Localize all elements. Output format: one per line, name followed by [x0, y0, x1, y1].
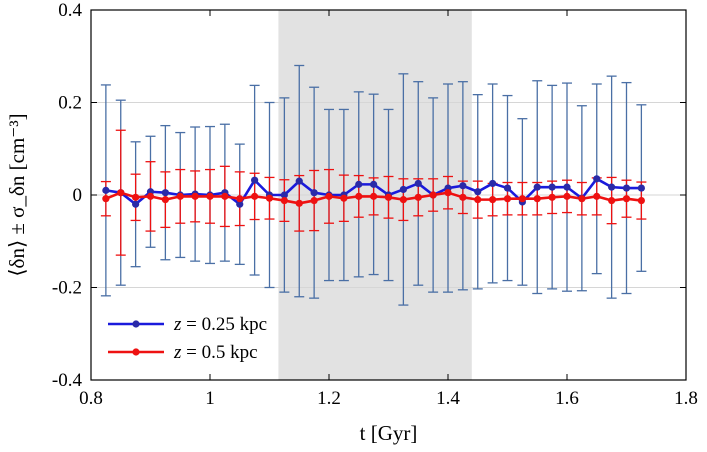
- y-tick-label: 0.4: [58, 0, 82, 21]
- data-point: [206, 192, 214, 200]
- data-point: [251, 192, 259, 200]
- data-point: [370, 192, 378, 200]
- data-point: [533, 195, 541, 203]
- legend-marker: [132, 348, 140, 356]
- data-point: [384, 193, 393, 201]
- data-point: [608, 183, 616, 191]
- data-point: [548, 193, 556, 201]
- data-point: [221, 192, 229, 200]
- data-point: [399, 185, 407, 194]
- data-point: [310, 189, 318, 197]
- data-point: [370, 180, 378, 188]
- legend-item: z = 0.5 kpc: [108, 342, 258, 363]
- data-point: [474, 188, 482, 196]
- data-point: [265, 194, 274, 202]
- data-point: [399, 196, 407, 204]
- data-point: [637, 184, 645, 192]
- data-point: [503, 195, 512, 203]
- data-point: [161, 196, 169, 204]
- axes: 0.8 1 1.2 1.4 1.6 1.8 -0.4 -0.2 0 0.2 0.4: [52, 0, 698, 409]
- data-point: [340, 194, 348, 202]
- data-point: [176, 192, 184, 200]
- data-point: [578, 195, 586, 203]
- data-point: [593, 175, 601, 183]
- data-point: [622, 195, 631, 203]
- data-point: [251, 176, 259, 184]
- series-markers: [102, 175, 645, 208]
- data-point: [146, 192, 155, 200]
- x-tick-label: 1.4: [436, 388, 460, 409]
- data-point: [161, 189, 169, 197]
- data-point: [503, 184, 512, 192]
- data-point: [102, 186, 110, 194]
- data-point: [563, 192, 571, 200]
- legend-label: z = 0.5 kpc: [173, 342, 258, 363]
- x-tick-label: 1: [205, 388, 215, 409]
- data-point: [563, 183, 571, 191]
- x-tick-label: 0.8: [79, 388, 103, 409]
- y-axis-label: ⟨δn⟩ ± σ_δn [cm⁻³]: [5, 113, 29, 276]
- x-tick-label: 1.2: [317, 388, 341, 409]
- data-point: [280, 191, 288, 199]
- data-point: [325, 192, 333, 200]
- legend-item: z = 0.25 kpc: [108, 314, 267, 335]
- data-point: [310, 196, 318, 205]
- data-point: [236, 200, 244, 208]
- data-point: [474, 196, 482, 204]
- data-point: [459, 182, 467, 190]
- data-point: [533, 183, 541, 191]
- y-tick-label: -0.2: [52, 278, 82, 299]
- legend-marker: [132, 320, 140, 328]
- data-point: [117, 189, 125, 197]
- y-tick-label: -0.4: [52, 370, 83, 391]
- data-point: [622, 184, 631, 192]
- data-point: [489, 179, 497, 188]
- y-tick-label: 0: [73, 185, 83, 206]
- data-point: [414, 179, 422, 188]
- x-axis-label: t [Gyr]: [360, 421, 418, 445]
- data-point: [102, 195, 110, 203]
- data-point: [295, 177, 303, 185]
- data-point: [414, 193, 422, 201]
- data-point: [444, 189, 452, 197]
- data-point: [355, 192, 363, 200]
- legend-label: z = 0.25 kpc: [173, 314, 267, 335]
- data-point: [637, 196, 645, 205]
- data-point: [132, 193, 140, 201]
- y-tick-label: 0.2: [58, 93, 82, 114]
- x-tick-label: 1.6: [555, 388, 579, 409]
- data-point: [355, 180, 363, 188]
- legend: z = 0.25 kpc z = 0.5 kpc: [108, 314, 267, 363]
- data-point: [593, 192, 601, 200]
- x-tick-label: 1.8: [674, 388, 698, 409]
- data-point: [459, 193, 467, 201]
- data-point: [608, 196, 616, 205]
- data-point: [548, 183, 556, 191]
- data-point: [280, 196, 288, 205]
- axis-labels: t [Gyr] ⟨δn⟩ ± σ_δn [cm⁻³]: [5, 113, 417, 445]
- data-point: [295, 199, 303, 207]
- data-point: [191, 192, 199, 200]
- data-point: [236, 195, 244, 203]
- data-point: [489, 196, 497, 204]
- data-point: [518, 195, 526, 203]
- data-point: [132, 200, 140, 208]
- data-point: [429, 191, 437, 199]
